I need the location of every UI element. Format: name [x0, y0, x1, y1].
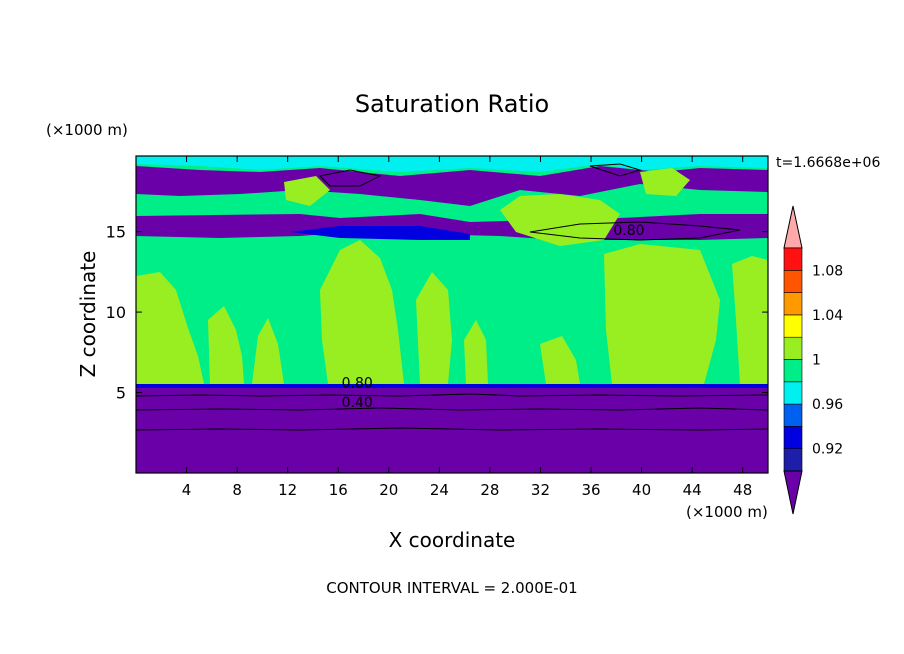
y-axis-label: Z coordinate: [76, 251, 100, 378]
colorbar: 0.92 0.96 1 1.04 1.08: [783, 205, 843, 515]
colorbar-swatch: [783, 314, 803, 338]
colorbar-label: 0.92: [812, 442, 843, 458]
contour-label: 0.80: [613, 223, 644, 239]
colorbar-swatch: [783, 403, 803, 427]
colorbar-label: 1: [812, 353, 821, 369]
contour-label: 0.40: [342, 395, 373, 411]
x-axis-ticks: 4 8 12 16 20 24 28 32 36 40 44 48: [182, 156, 752, 499]
colorbar-swatch: [783, 426, 803, 449]
colorbar-label: 1.08: [812, 263, 843, 279]
contour-line-upper-layer: [318, 163, 642, 187]
x-tick-label: 4: [182, 481, 192, 499]
contour-label: 0.80: [342, 376, 373, 392]
x-tick-label: 24: [430, 481, 449, 499]
green-patch-1: [136, 272, 204, 384]
green-patch-6: [464, 320, 488, 384]
plot-frame: [135, 155, 769, 474]
contour-line-0.80-lower: [135, 393, 769, 397]
colorbar-label: 0.96: [812, 397, 843, 413]
x-tick-label: 48: [733, 481, 752, 499]
contour-line-0.80-upper: [529, 221, 741, 241]
contour-interval-note: CONTOUR INTERVAL = 2.000E-01: [326, 579, 577, 597]
dry-layer-lower: [136, 384, 768, 473]
green-patch-12: [640, 168, 690, 196]
x-axis-unit: (×1000 m): [686, 503, 768, 521]
y-tick-label: 10: [106, 303, 126, 322]
colorbar-swatch: [783, 269, 803, 293]
blue-band-mid: [290, 226, 470, 240]
chart-title: Saturation Ratio: [355, 90, 549, 118]
contour-labels: 0.80 0.40 0.80: [342, 223, 645, 411]
green-patch-10: [500, 194, 620, 246]
green-patch-7: [540, 336, 580, 384]
green-patch-8: [604, 244, 720, 384]
plot-area: [135, 156, 769, 473]
colorbar-swatch: [783, 247, 803, 271]
green-patch-3: [252, 318, 284, 384]
colorbar-swatch: [783, 292, 803, 316]
contour-line-0.40: [135, 407, 769, 411]
green-patch-4: [320, 240, 404, 384]
y-tick-label: 5: [116, 384, 126, 403]
colorbar-label: 1.04: [812, 308, 843, 324]
x-tick-label: 16: [329, 481, 348, 499]
x-tick-label: 28: [480, 481, 499, 499]
contour-line-deep: [135, 427, 769, 431]
green-patch-2: [208, 306, 244, 384]
y-tick-label: 15: [106, 223, 126, 242]
colorbar-swatch: [783, 448, 803, 472]
colorbar-min-arrow: [783, 470, 803, 515]
colorbar-swatch: [783, 336, 803, 360]
y-axis-unit: (×1000 m): [46, 121, 128, 139]
time-label: t=1.6668e+06: [776, 155, 880, 171]
x-tick-label: 36: [581, 481, 600, 499]
y-axis-ticks: 5 10 15: [106, 223, 768, 403]
colorbar-swatch: [783, 359, 803, 383]
boundary-band-lower: [136, 384, 768, 388]
dry-band-upper: [136, 166, 768, 206]
colorbar-max-arrow: [783, 205, 803, 249]
green-patch-5: [416, 272, 452, 384]
green-patch-11: [284, 176, 330, 206]
x-tick-label: 8: [232, 481, 242, 499]
x-tick-label: 44: [683, 481, 702, 499]
x-tick-label: 12: [278, 481, 297, 499]
cyan-band-upper: [136, 156, 768, 172]
colorbar-swatch: [783, 381, 803, 405]
green-patch-9: [732, 256, 768, 384]
x-axis-label: X coordinate: [389, 528, 516, 552]
x-tick-label: 32: [531, 481, 550, 499]
x-tick-label: 40: [632, 481, 651, 499]
x-tick-label: 20: [379, 481, 398, 499]
